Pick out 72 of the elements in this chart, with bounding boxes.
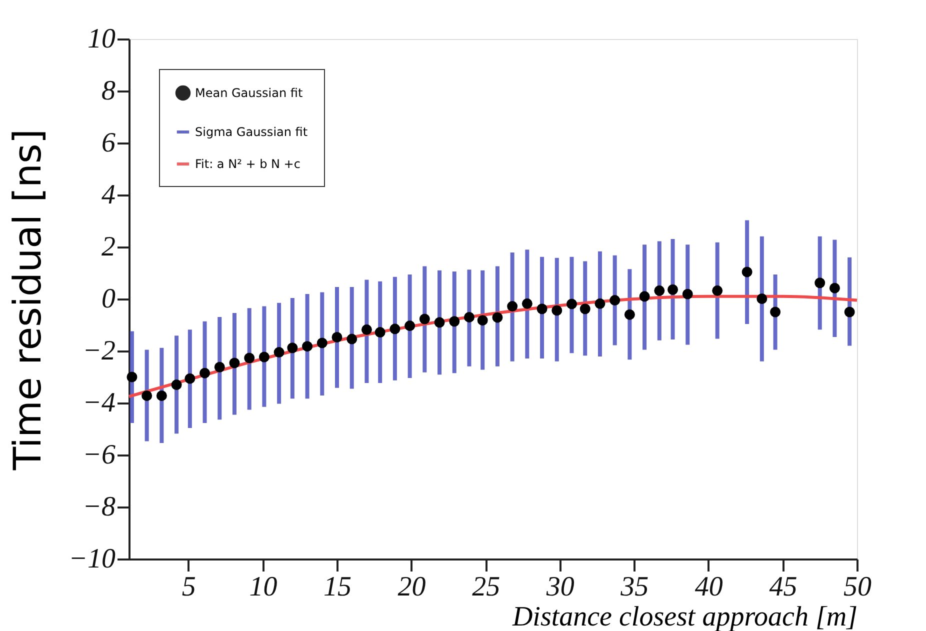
- point: [332, 332, 342, 342]
- point: [361, 324, 372, 335]
- y-tick-label: 4: [102, 180, 116, 210]
- x-tick-label: 45: [769, 572, 798, 602]
- x-tick-label: 50: [844, 572, 872, 602]
- y-tick-label: −4: [82, 388, 116, 418]
- point: [419, 314, 430, 324]
- y-axis-title: Time residual [ns]: [6, 128, 50, 472]
- point: [274, 347, 284, 358]
- point: [449, 316, 460, 327]
- point: [522, 298, 532, 309]
- legend-label: Fit: a N² + b N +c: [195, 157, 300, 171]
- y-tick-label: −10: [68, 544, 116, 574]
- point: [844, 306, 855, 318]
- x-tick-label: 10: [249, 572, 278, 602]
- point: [756, 294, 768, 304]
- point: [668, 284, 678, 295]
- point: [610, 295, 620, 306]
- x-tick-label: 25: [472, 572, 500, 602]
- y-tick-label: 2: [102, 232, 116, 262]
- y-tick-label: −6: [82, 440, 116, 470]
- point: [492, 312, 503, 323]
- point: [200, 368, 210, 378]
- point: [316, 338, 328, 348]
- point: [214, 362, 225, 372]
- point: [346, 334, 358, 344]
- point: [171, 380, 182, 390]
- point: [712, 285, 723, 296]
- y-tick-label: −8: [82, 492, 116, 522]
- point: [639, 291, 650, 302]
- point: [566, 298, 577, 310]
- y-tick-label: −2: [82, 336, 116, 366]
- point: [814, 278, 826, 288]
- point: [742, 266, 752, 278]
- line-series: [128, 294, 858, 398]
- point: [829, 282, 840, 294]
- point: [654, 285, 665, 296]
- point: [507, 301, 518, 312]
- point: [552, 305, 562, 316]
- point: [770, 306, 781, 318]
- point: [156, 390, 167, 401]
- point: [374, 327, 386, 338]
- x-tick-label: 15: [324, 572, 352, 602]
- point: [682, 288, 693, 300]
- point: [390, 324, 400, 334]
- point: [464, 312, 474, 322]
- legend-label: Sigma Gaussian fit: [195, 125, 308, 139]
- point: [184, 373, 196, 384]
- x-tick-label: 5: [182, 572, 196, 602]
- y-tick-label: 8: [102, 76, 116, 106]
- point: [624, 309, 635, 320]
- x-tick-label: 40: [694, 572, 723, 602]
- y-tick-label: 10: [88, 24, 116, 54]
- point: [302, 341, 313, 352]
- point: [244, 352, 255, 364]
- point: [142, 390, 152, 401]
- y-tick-label: 0: [102, 284, 116, 314]
- y-tick-label: 6: [102, 128, 116, 158]
- x-tick-label: 30: [545, 572, 574, 602]
- point: [594, 298, 606, 309]
- point: [477, 315, 488, 326]
- point: [580, 304, 590, 314]
- legend-label: Mean Gaussian fit: [195, 86, 303, 100]
- point: [404, 320, 416, 332]
- point: [258, 352, 270, 362]
- x-tick-label: 35: [620, 572, 649, 602]
- point: [126, 372, 138, 382]
- point: [287, 342, 298, 354]
- point: [229, 358, 240, 368]
- point: [434, 317, 445, 328]
- x-tick-label: 20: [398, 572, 426, 602]
- point: [536, 304, 548, 314]
